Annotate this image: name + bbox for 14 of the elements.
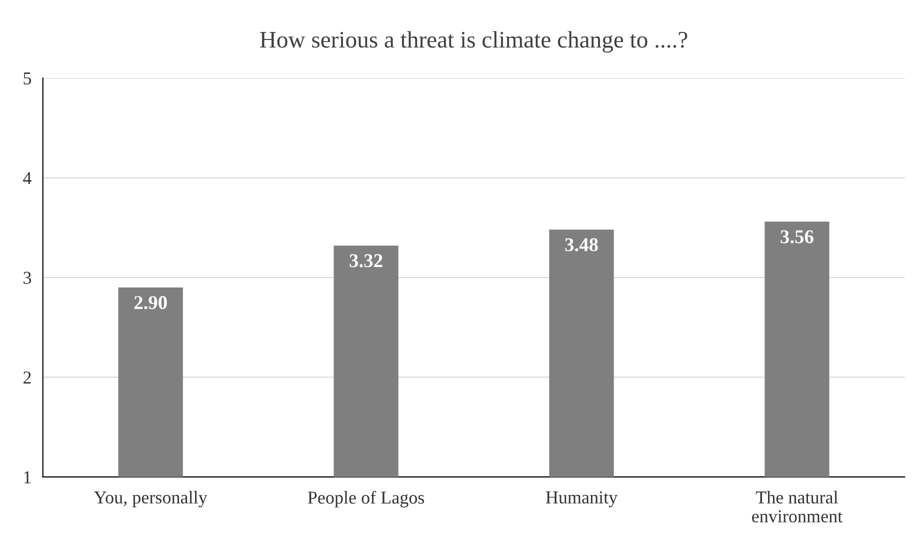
chart-title: How serious a threat is climate change to ....?	[260, 31, 688, 53]
y-tick-label: 3	[24, 272, 32, 284]
x-tick-label: The natural environment	[752, 490, 842, 522]
data-label: 3.56	[780, 230, 814, 244]
data-label: 3.48	[565, 238, 598, 252]
x-tick-label: You, personally	[94, 490, 208, 508]
y-tick-label: 2	[24, 372, 31, 384]
data-label: 2.90	[134, 296, 167, 310]
y-tick-label: 5	[24, 72, 32, 84]
y-tick-label: 4	[23, 172, 32, 184]
data-label: 3.32	[350, 254, 382, 268]
y-tick-label: 1	[24, 471, 31, 484]
x-tick-label: Humanity	[546, 491, 618, 508]
x-tick-label: People of Lagos	[308, 490, 424, 508]
